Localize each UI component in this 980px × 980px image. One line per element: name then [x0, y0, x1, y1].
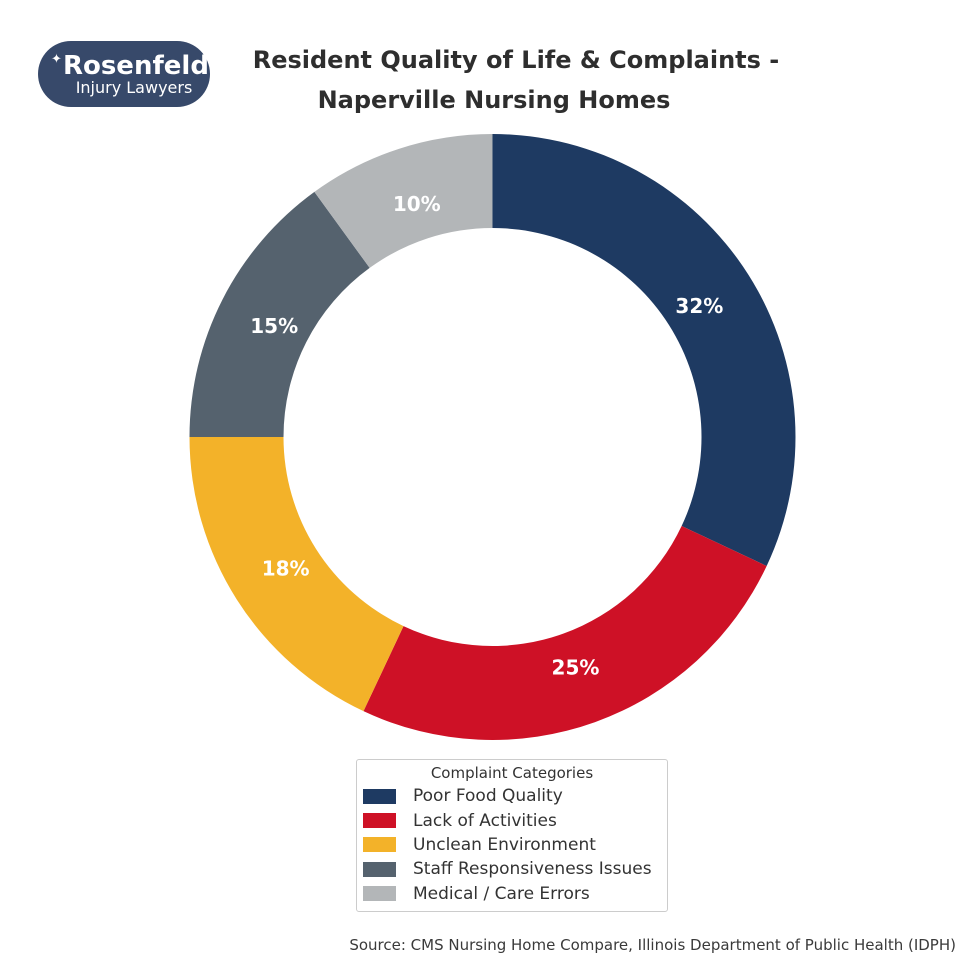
rosenfeld-logo: ✦ Rosenfeld Injury Lawyers	[38, 41, 210, 107]
legend-item-label: Staff Responsiveness Issues	[413, 859, 652, 880]
legend-title: Complaint Categories	[430, 764, 594, 782]
legend: Complaint Categories Poor Food Quality La…	[356, 759, 668, 912]
legend-item: Unclean Environment	[357, 833, 667, 857]
slice-label: 10%	[393, 192, 441, 216]
rosenfeld-star-icon: ✦	[51, 51, 62, 67]
pie-slice-staff-responsiveness-issues	[189, 191, 370, 437]
legend-color-swatch	[363, 837, 396, 853]
chart-title-line1: Resident Quality of Life & Complaints -	[252, 46, 780, 74]
chart-title-line2: Naperville Nursing Homes	[317, 86, 671, 114]
legend-item: Lack of Activities	[357, 808, 667, 832]
legend-color-swatch	[363, 861, 396, 877]
slice-label: 18%	[262, 556, 310, 580]
pie-slice-unclean-environment	[189, 437, 404, 712]
legend-item: Staff Responsiveness Issues	[357, 857, 667, 881]
legend-color-swatch	[363, 813, 396, 829]
slice-label: 32%	[675, 294, 723, 318]
slice-label: 15%	[250, 314, 298, 338]
pie-slice-poor-food-quality	[492, 134, 796, 567]
logo-name: ✦ Rosenfeld	[51, 52, 209, 79]
pie-slice-medical-care-errors	[314, 134, 493, 268]
logo-tagline: Injury Lawyers	[75, 77, 193, 97]
legend-item: Poor Food Quality	[357, 784, 667, 808]
legend-item-label: Lack of Activities	[413, 810, 557, 831]
legend-item: Medical / Care Errors	[357, 882, 667, 906]
pie-slice-lack-of-activities	[363, 525, 767, 740]
legend-item-label: Poor Food Quality	[413, 786, 563, 807]
legend-item-label: Unclean Environment	[413, 834, 596, 855]
source-note: Source: CMS Nursing Home Compare, Illino…	[349, 936, 956, 954]
legend-color-swatch	[363, 886, 396, 902]
slice-label: 25%	[552, 656, 600, 680]
legend-color-swatch	[363, 788, 396, 804]
legend-item-label: Medical / Care Errors	[413, 883, 590, 904]
